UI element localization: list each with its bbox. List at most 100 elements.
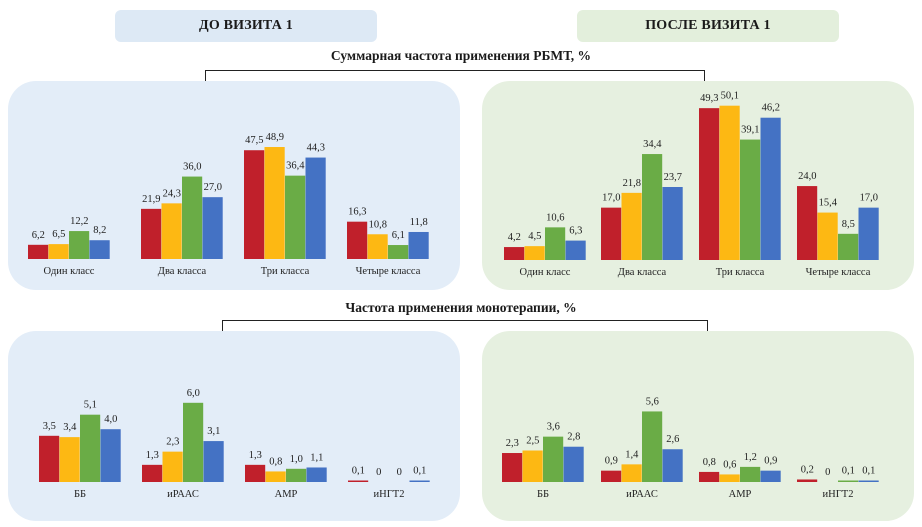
bar <box>719 474 740 482</box>
bar <box>522 450 543 482</box>
category-label: Три класса <box>716 267 765 278</box>
data-label: 34,4 <box>643 139 662 150</box>
bar <box>245 464 266 482</box>
bar <box>286 468 307 482</box>
bar <box>838 233 859 260</box>
bar <box>69 231 90 259</box>
category-label: Четыре класса <box>356 266 421 277</box>
bar <box>28 244 49 259</box>
data-label: 1,3 <box>249 450 262 461</box>
data-label: 8,2 <box>93 225 106 236</box>
bar <box>601 207 622 260</box>
bar <box>797 186 818 260</box>
data-label: 4,0 <box>104 414 117 425</box>
data-label: 8,5 <box>842 219 855 230</box>
bar <box>162 451 183 482</box>
bar <box>719 105 740 260</box>
data-label: 2,6 <box>666 434 679 445</box>
bar <box>39 435 60 482</box>
bar <box>545 227 566 260</box>
bar <box>760 117 781 260</box>
category-label: иРААС <box>167 489 199 500</box>
combined-therapy-title: Суммарная частота применения РБМТ, % <box>330 48 592 63</box>
bar <box>504 247 525 260</box>
category-label: Один класс <box>44 266 95 277</box>
data-label: 1,3 <box>146 450 159 461</box>
category-label: Два класса <box>618 267 667 278</box>
data-label: 50,1 <box>721 91 739 102</box>
bar <box>202 197 223 259</box>
data-label: 21,9 <box>142 194 160 205</box>
data-label: 3,1 <box>207 426 220 437</box>
data-label: 44,3 <box>307 143 325 154</box>
data-label: 0,1 <box>413 466 426 477</box>
bar <box>408 231 429 259</box>
bar <box>409 480 430 482</box>
bar <box>543 436 564 482</box>
combined-before-chart: 6,2 6,5 12,2 8,2 Один класс 21,9 24,3 36,027,0 Д… <box>28 132 429 277</box>
bar <box>141 208 162 259</box>
combined-therapy-bracket <box>205 70 705 81</box>
data-label: 23,7 <box>664 172 682 183</box>
bar <box>621 192 642 260</box>
data-label: 24,3 <box>163 188 181 199</box>
bar <box>642 154 663 260</box>
bar <box>621 464 642 482</box>
data-label: 6,0 <box>187 388 200 399</box>
category-label: АМР <box>729 489 752 500</box>
data-label: 10,6 <box>546 212 564 223</box>
bar <box>161 203 182 259</box>
category-label: ББ <box>537 489 549 500</box>
bar <box>760 470 781 482</box>
data-label: 0,9 <box>605 456 618 467</box>
bar <box>662 187 683 260</box>
bar <box>203 441 224 482</box>
before-visit-header: ДО ВИЗИТА 1 <box>115 10 377 42</box>
data-label: 1,0 <box>290 454 303 465</box>
data-label: 0,1 <box>352 466 365 477</box>
monotherapy-after-panel <box>482 331 914 521</box>
bar <box>838 480 859 482</box>
category-label: Два класса <box>158 266 207 277</box>
bar <box>265 471 286 482</box>
bar <box>662 449 683 482</box>
bar <box>244 150 265 259</box>
before-visit-header-label: ДО ВИЗИТА 1 <box>199 18 293 33</box>
bar <box>183 402 204 482</box>
bar <box>797 479 818 482</box>
data-label: 6,5 <box>52 229 65 240</box>
data-label: 49,3 <box>700 93 718 104</box>
bar <box>285 175 306 259</box>
bar <box>565 240 586 260</box>
data-label: 0,2 <box>801 464 814 475</box>
data-label: 0,8 <box>269 456 282 467</box>
data-label: 1,2 <box>744 452 757 463</box>
data-label: 0 <box>397 467 402 478</box>
category-label: Три класса <box>261 266 310 277</box>
bar <box>699 108 720 260</box>
bar <box>59 437 80 482</box>
data-label: 0,1 <box>842 466 855 477</box>
monotherapy-bracket <box>222 320 708 331</box>
category-label: Четыре класса <box>806 267 871 278</box>
data-label: 17,0 <box>602 193 620 204</box>
data-label: 39,1 <box>741 125 759 136</box>
data-label: 1,4 <box>625 449 639 460</box>
data-label: 2,3 <box>166 437 179 448</box>
category-label: иНГТ2 <box>823 489 854 500</box>
after-visit-header-label: ПОСЛЕ ВИЗИТА 1 <box>645 18 771 33</box>
monotherapy-title: Частота применения монотерапии, % <box>345 300 577 315</box>
bar <box>48 244 69 259</box>
category-label: Один класс <box>520 267 571 278</box>
data-label: 2,3 <box>506 438 519 449</box>
data-label: 5,1 <box>84 400 97 411</box>
after-visit-header: ПОСЛЕ ВИЗИТА 1 <box>577 10 839 42</box>
bar <box>817 212 838 260</box>
bar <box>699 471 720 482</box>
data-label: 5,6 <box>646 396 659 407</box>
bar <box>348 480 369 482</box>
bar <box>305 157 326 259</box>
bar <box>502 453 523 482</box>
